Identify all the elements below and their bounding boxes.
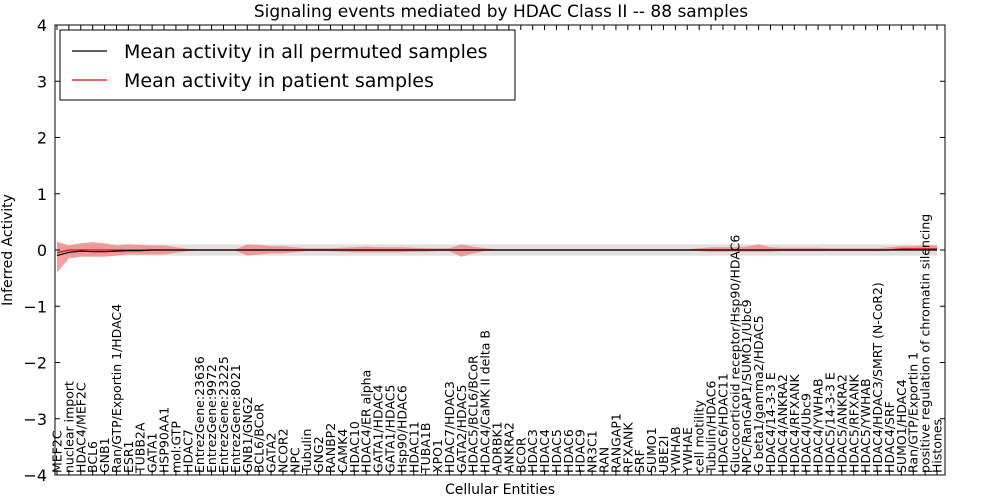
legend-box xyxy=(59,29,516,101)
x-tick-label: RAN xyxy=(597,447,612,473)
x-tick-label: SRF xyxy=(632,449,647,473)
x-tick-label: GNB1 xyxy=(97,437,112,473)
y-tick-label: 2 xyxy=(37,129,47,148)
x-tick-label: RANBP2 xyxy=(323,423,338,473)
x-tick-label: HDAC4/CaMK II delta B xyxy=(478,330,493,473)
legend-label-patient: Mean activity in patient samples xyxy=(124,70,434,92)
x-tick-label: HDAC5/ANKRA2 xyxy=(834,374,849,473)
x-tick-label: HDAC5/14-3-3 E xyxy=(823,372,838,473)
x-tick-label: cell motility xyxy=(692,399,707,473)
x-tick-label: BCL6 xyxy=(85,441,100,473)
x-tick-label: mol:GTP xyxy=(168,421,183,473)
y-axis: −4 −3 −2 −1 0 1 2 3 4 xyxy=(23,16,945,485)
x-tick-label: HDAC4/14-3-3 E xyxy=(763,372,778,473)
y-tick-label: −4 xyxy=(23,466,47,485)
x-tick-label: HDAC4 xyxy=(537,429,552,473)
x-tick-label: HDAC9 xyxy=(573,429,588,473)
x-tick-label: MEF2C xyxy=(50,430,65,473)
y-axis-label: Inferred Activity xyxy=(0,194,16,306)
x-tick-label: GATA2 xyxy=(264,433,279,473)
x-tick-label: HDAC6 xyxy=(561,429,576,473)
x-tick-label: HDAC3 xyxy=(525,429,540,473)
x-tick-label: HDAC6/HDAC11 xyxy=(715,373,730,473)
x-tick-label: EntrezGene:8021 xyxy=(228,364,243,473)
x-tick-label: NR3C1 xyxy=(585,430,600,473)
x-tick-label: GNB1/GNG2 xyxy=(240,397,255,473)
x-tick-label: HDAC4/Ubc9 xyxy=(799,393,814,473)
x-tick-label: HDAC4/RFXANK xyxy=(787,374,802,473)
x-tick-label: GATA1/HDAC4 xyxy=(371,384,386,473)
x-tick-label: Tubulin/HDAC6 xyxy=(704,381,719,474)
x-tick-label: XPO1 xyxy=(430,439,445,473)
y-tick-label: 0 xyxy=(37,241,47,260)
y-tick-label: 1 xyxy=(37,185,47,204)
x-tick-label: GNG2 xyxy=(311,436,326,473)
x-tick-label: YWHAB xyxy=(668,426,683,474)
x-tick-label: RANGAP1 xyxy=(608,413,623,473)
band-series-1 xyxy=(57,241,937,273)
x-tick-label: nuclear import xyxy=(61,381,76,473)
x-tick-label: BCOR xyxy=(513,437,528,473)
x-tick-label: EntrezGene:23636 xyxy=(192,356,207,473)
x-tick-label: HDAC4/HDAC3/SMRT (N-CoR2) xyxy=(870,282,885,473)
x-tick-label: EntrezGene:9972 xyxy=(204,364,219,473)
series-lines xyxy=(56,248,937,257)
x-tick-label: BCL6/BCoR xyxy=(252,403,267,473)
x-tick-label: HDAC7/HDAC3 xyxy=(442,381,457,473)
x-tick-label: HDAC4/YWHAB xyxy=(811,378,826,473)
x-axis-label: Cellular Entities xyxy=(445,482,555,498)
y-tick-label: 3 xyxy=(37,72,47,91)
x-tick-label: HDAC4/ANKRA2 xyxy=(775,374,790,473)
x-tick-label: Ran/GTP/Exportin 1 xyxy=(906,352,921,473)
x-tick-label: SUMO1/HDAC4 xyxy=(894,379,909,473)
x-tick-label: Tubulin xyxy=(299,429,314,474)
x-tick-label: RFXANK xyxy=(620,422,635,473)
x-tick-label: HDAC4/SRF xyxy=(882,401,897,473)
x-tick-label: ADRBK1 xyxy=(490,421,505,473)
x-tick-label: HDAC11 xyxy=(406,421,421,473)
x-tick-label: TUBA1B xyxy=(418,423,433,474)
x-tick-label: HDAC5/BCL6/BCoR xyxy=(466,355,481,473)
x-tick-label: Ran/GTP/Exportin 1/HDAC4 xyxy=(109,304,124,473)
x-tick-label: ESR1 xyxy=(121,441,136,473)
x-tick-label: positive regulation of chromatin silenci… xyxy=(918,214,933,473)
x-tick-label: SUMO1 xyxy=(644,427,659,473)
x-tick-label: EntrezGene:23225 xyxy=(216,356,231,473)
x-tick-label: UBE2I xyxy=(656,436,671,473)
x-tick-label: HDAC4/MEF2C xyxy=(73,382,88,473)
x-tick-label: CAMK4 xyxy=(335,429,350,473)
x-tick-label: GATA2/HDAC5 xyxy=(454,385,469,473)
x-tick-label: HDAC10 xyxy=(347,421,362,473)
x-tick-label: ANKRA2 xyxy=(501,422,516,473)
legend: Mean activity in all permuted samples Me… xyxy=(59,29,516,101)
x-tick-label: NPC xyxy=(287,447,302,473)
x-tick-label: HDAC4/ER alpha xyxy=(359,370,374,473)
x-tick-label: GATA1/HDAC5 xyxy=(383,385,398,473)
x-tick-label: NCOR2 xyxy=(275,428,290,473)
legend-label-permuted: Mean activity in all permuted samples xyxy=(124,41,487,63)
y-tick-label: 4 xyxy=(37,16,47,35)
x-tick-label: G beta1/gamma2/HDAC5 xyxy=(751,315,766,473)
x-tick-label: HDAC5/YWHAB xyxy=(858,378,873,473)
x-tick-label: Glucocorticoid receptor/Hsp90/HDAC6 xyxy=(727,235,742,473)
y-tick-label: −1 xyxy=(23,297,47,316)
x-tick-label: GATA1 xyxy=(145,433,160,473)
x-tick-label: HDAC5/RFXANK xyxy=(846,374,861,473)
confidence-bands xyxy=(57,241,937,273)
x-tick-label: Hsp90/HDAC6 xyxy=(394,385,409,473)
x-tick-label: YWHAE xyxy=(680,427,695,474)
x-tick-label: HDAC7 xyxy=(180,429,195,473)
y-tick-label: −2 xyxy=(23,354,47,373)
x-tick-label: Histones xyxy=(930,419,945,473)
y-tick-label: −3 xyxy=(23,410,47,429)
x-tick-label: TUBB2A xyxy=(133,422,148,474)
x-tick-label: NPC/RanGAP1/SUMO1/Ubc9 xyxy=(739,299,754,473)
x-tick-label: HDAC5 xyxy=(549,429,564,473)
x-tick-label: HSP90AA1 xyxy=(157,407,172,473)
line-series-0 xyxy=(56,249,937,257)
chart-title: Signaling events mediated by HDAC Class … xyxy=(254,2,748,22)
